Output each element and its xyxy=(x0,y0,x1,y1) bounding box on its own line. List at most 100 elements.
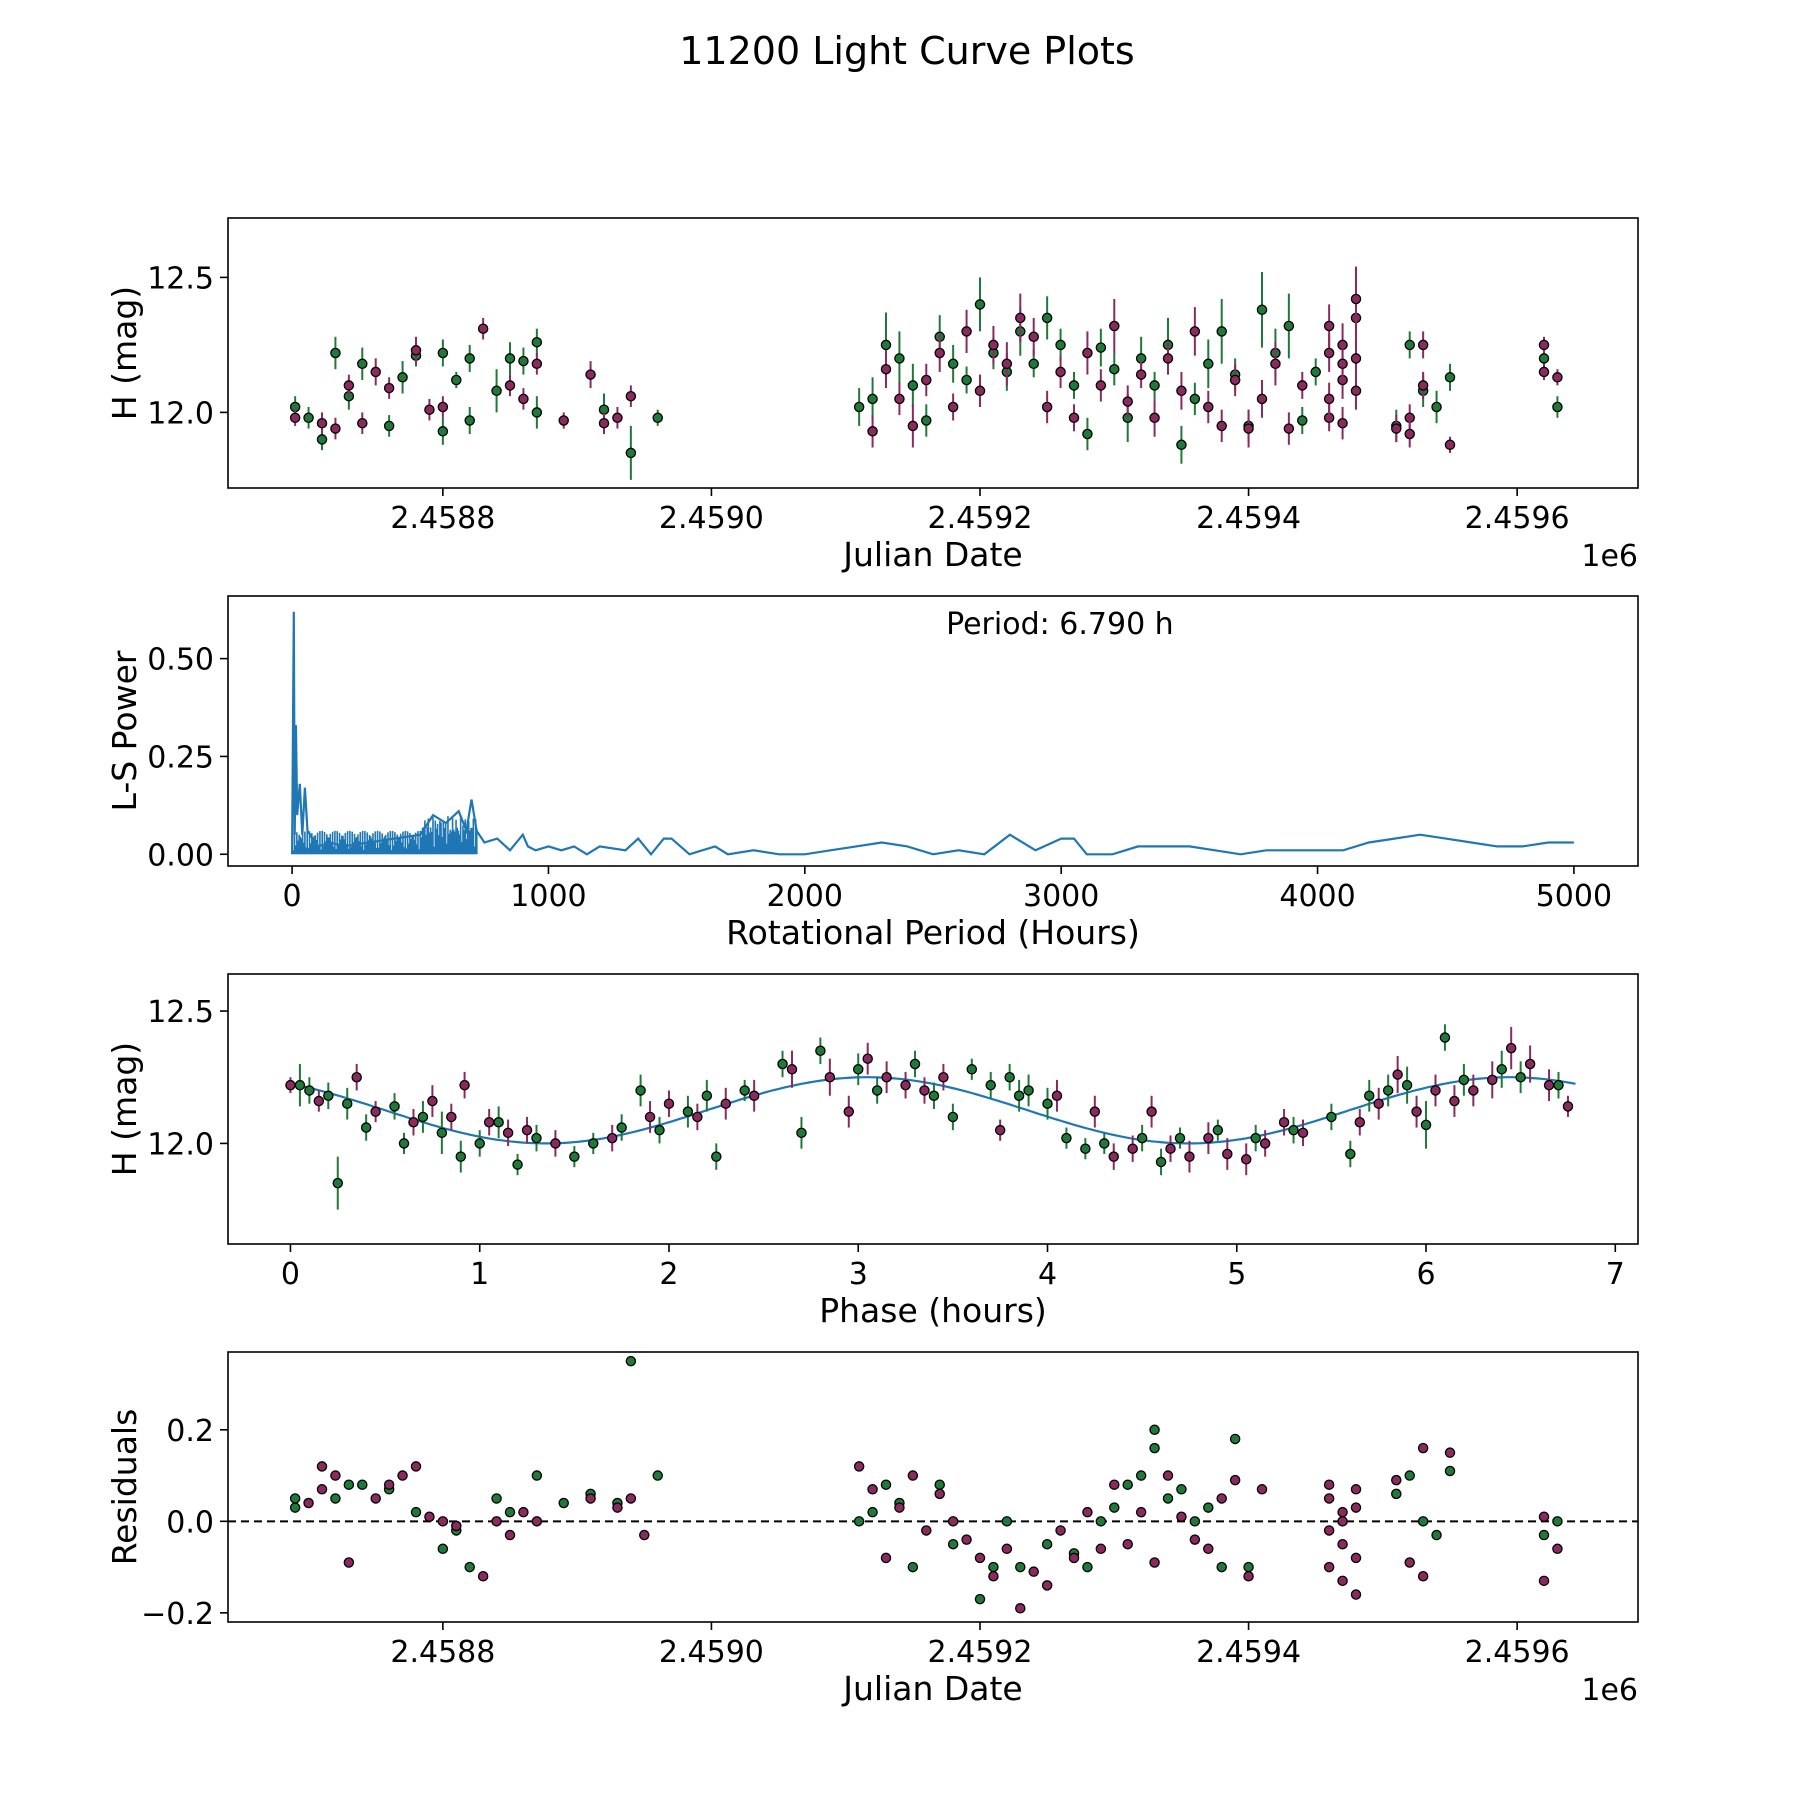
marker xyxy=(1505,1042,1517,1054)
marker xyxy=(1323,1493,1335,1504)
data-point xyxy=(1149,398,1160,437)
data-point xyxy=(625,425,637,480)
data-point xyxy=(1028,317,1039,356)
marker xyxy=(1487,1074,1498,1086)
data-point xyxy=(921,404,932,437)
data-point xyxy=(383,377,395,399)
marker xyxy=(397,372,408,383)
marker xyxy=(343,1479,355,1490)
y-tick-label: 0.25 xyxy=(147,740,214,775)
data-point xyxy=(1444,363,1456,391)
axes-residuals: 2.4588 2.4590 2.4592 2.4594 2.4596 −0.2 0.0 0.2… xyxy=(105,1351,1639,1708)
data-point xyxy=(531,1470,543,1481)
data-point xyxy=(1323,1561,1335,1573)
data-point xyxy=(907,1470,919,1481)
marker xyxy=(907,380,919,391)
marker xyxy=(652,1470,663,1481)
marker xyxy=(1417,1516,1429,1527)
data-point xyxy=(383,1479,395,1490)
marker xyxy=(1149,412,1160,424)
data-point xyxy=(644,1101,656,1133)
marker xyxy=(1430,1085,1441,1096)
marker xyxy=(1212,1124,1224,1136)
marker xyxy=(330,1470,341,1481)
data-point xyxy=(1350,1502,1362,1513)
data-point xyxy=(974,1593,986,1605)
marker xyxy=(1538,353,1550,364)
x-tick-label: 4 xyxy=(1038,1257,1057,1292)
marker xyxy=(408,1116,419,1128)
data-point xyxy=(303,407,314,429)
data-point xyxy=(862,1042,873,1075)
data-point xyxy=(1216,1493,1227,1504)
marker xyxy=(894,393,905,405)
data-point xyxy=(843,1095,855,1128)
marker xyxy=(1278,1116,1290,1128)
axes-light-curve: 2.4588 2.4590 2.4592 2.4594 2.4596 12.0 12.5 Ju… xyxy=(105,217,1639,574)
marker xyxy=(1337,1538,1348,1550)
marker xyxy=(1350,1502,1362,1513)
marker xyxy=(598,417,610,429)
data-point xyxy=(343,1479,355,1490)
marker xyxy=(652,412,663,424)
axes-frame xyxy=(227,1351,1639,1623)
data-point xyxy=(1095,1516,1107,1527)
data-point xyxy=(451,371,462,389)
marker xyxy=(1095,342,1107,353)
marker xyxy=(974,385,986,397)
marker xyxy=(947,1111,959,1123)
marker xyxy=(341,1098,353,1109)
marker xyxy=(985,1079,996,1091)
marker xyxy=(720,1098,732,1109)
data-point xyxy=(343,374,355,397)
data-point xyxy=(1496,1050,1507,1088)
marker xyxy=(1243,1570,1254,1582)
marker xyxy=(316,1461,328,1472)
marker xyxy=(1216,1561,1227,1573)
data-point xyxy=(1449,1085,1460,1117)
data-point xyxy=(1042,1087,1053,1120)
y-tick-label: 0.0 xyxy=(166,1505,214,1540)
axes-frame xyxy=(227,595,1639,867)
data-point xyxy=(974,374,986,407)
marker xyxy=(900,1079,911,1091)
marker xyxy=(313,1095,325,1107)
marker xyxy=(289,1502,301,1513)
data-point xyxy=(1068,1552,1080,1564)
marker xyxy=(682,1106,694,1117)
data-point xyxy=(1444,1447,1456,1458)
marker xyxy=(919,1085,930,1096)
marker xyxy=(1055,1525,1066,1536)
x-tick-label: 1 xyxy=(470,1257,489,1292)
marker xyxy=(1082,428,1093,440)
marker xyxy=(1515,1071,1526,1083)
x-axis-label: Julian Date xyxy=(841,535,1023,574)
marker xyxy=(493,1116,504,1128)
marker xyxy=(739,1085,750,1096)
x-tick-label: 2.4588 xyxy=(390,1635,495,1670)
marker xyxy=(947,358,959,370)
data-point xyxy=(316,1484,328,1495)
marker xyxy=(853,1516,865,1527)
marker xyxy=(332,1177,344,1189)
data-point xyxy=(1256,1484,1268,1495)
data-point xyxy=(1240,1143,1252,1176)
marker xyxy=(1055,339,1066,351)
marker xyxy=(437,1543,449,1555)
marker xyxy=(1323,1525,1335,1536)
x-axis-label: Rotational Period (Hours) xyxy=(726,913,1140,952)
data-point xyxy=(1095,328,1107,367)
marker xyxy=(1323,1479,1335,1490)
data-point xyxy=(1562,1095,1574,1117)
plot-area-residuals xyxy=(228,1355,1638,1614)
data-point xyxy=(360,1114,372,1141)
marker xyxy=(1350,1484,1362,1495)
data-point xyxy=(652,409,663,426)
data-point xyxy=(1243,1570,1254,1582)
marker xyxy=(1041,401,1053,413)
marker xyxy=(1189,326,1201,337)
marker xyxy=(1155,1156,1167,1168)
data-point xyxy=(1122,1538,1133,1550)
y-axis-label: H (mag) xyxy=(105,286,144,420)
data-point xyxy=(1417,1516,1429,1527)
